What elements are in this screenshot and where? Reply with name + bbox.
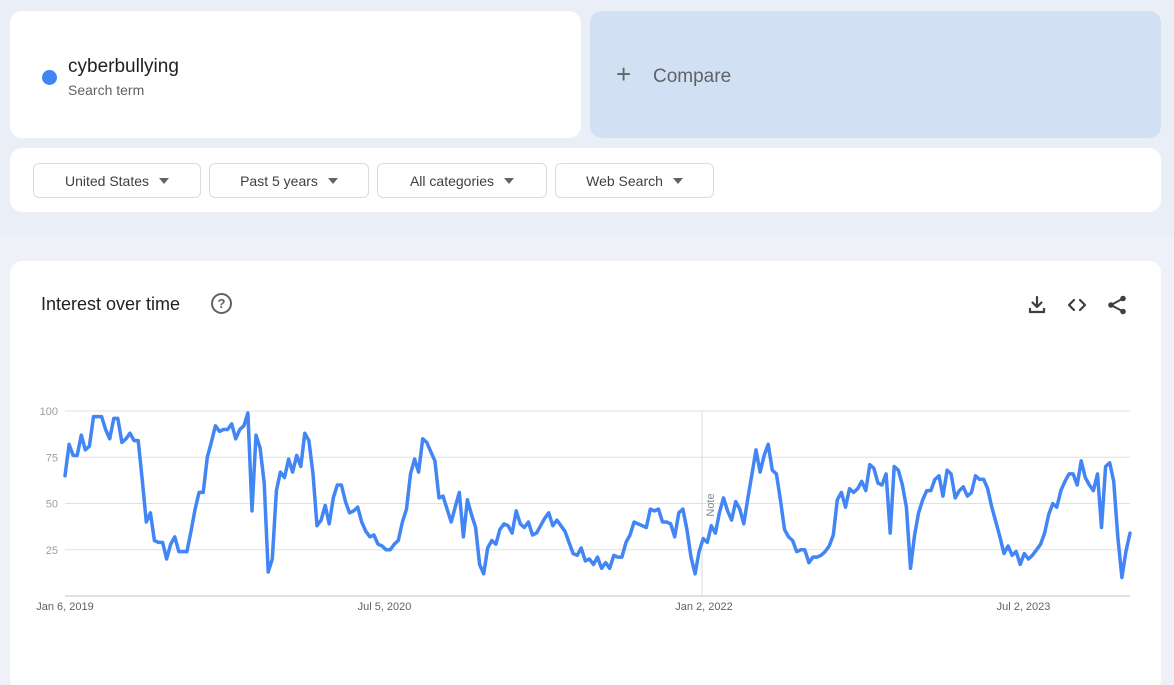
caret-down-icon [327, 177, 338, 184]
compare-button[interactable]: + Compare [590, 11, 1161, 138]
series-color-dot [42, 70, 57, 85]
plus-icon: + [616, 59, 632, 89]
category-filter-label: All categories [409, 172, 495, 189]
compare-label: Compare [653, 66, 732, 87]
share-icon[interactable] [1105, 293, 1129, 317]
x-tick-label: Jan 6, 2019 [36, 601, 94, 613]
region-filter-dropdown[interactable]: United States [33, 163, 201, 198]
caret-down-icon [672, 177, 683, 184]
search-term-card[interactable]: cyberbullying Search term [10, 11, 581, 138]
help-icon[interactable]: ? [211, 293, 232, 314]
filters-bar: United States Past 5 years All categorie… [10, 148, 1161, 212]
y-tick-label: 75 [46, 452, 58, 464]
caret-down-icon [159, 177, 170, 184]
y-tick-label: 50 [46, 499, 58, 511]
series-line-cyberbullying [63, 411, 1132, 580]
category-filter-dropdown[interactable]: All categories [377, 163, 547, 198]
region-filter-label: United States [64, 172, 150, 189]
download-icon[interactable] [1025, 293, 1049, 317]
chart-title: Interest over time [41, 294, 181, 314]
x-tick-label: Jan 2, 2022 [675, 601, 733, 613]
time-filter-dropdown[interactable]: Past 5 years [209, 163, 369, 198]
time-filter-label: Past 5 years [240, 172, 318, 189]
embed-code-icon[interactable] [1065, 293, 1089, 317]
x-tick-label: Jul 2, 2023 [997, 601, 1051, 613]
y-tick-label: 100 [40, 406, 58, 418]
caret-down-icon [504, 177, 515, 184]
y-tick-label: 25 [46, 545, 58, 557]
x-tick-label: Jul 5, 2020 [358, 601, 412, 613]
search-term-subtitle: Search term [68, 82, 145, 98]
top-panel: cyberbullying Search term + Compare Unit… [0, 0, 1174, 236]
search-type-filter-label: Web Search [586, 172, 663, 189]
search-term-name[interactable]: cyberbullying [68, 56, 179, 77]
interest-over-time-card: Interest over time ? [10, 261, 1161, 685]
annotation-label: Note [705, 493, 717, 516]
search-type-filter-dropdown[interactable]: Web Search [555, 163, 714, 198]
